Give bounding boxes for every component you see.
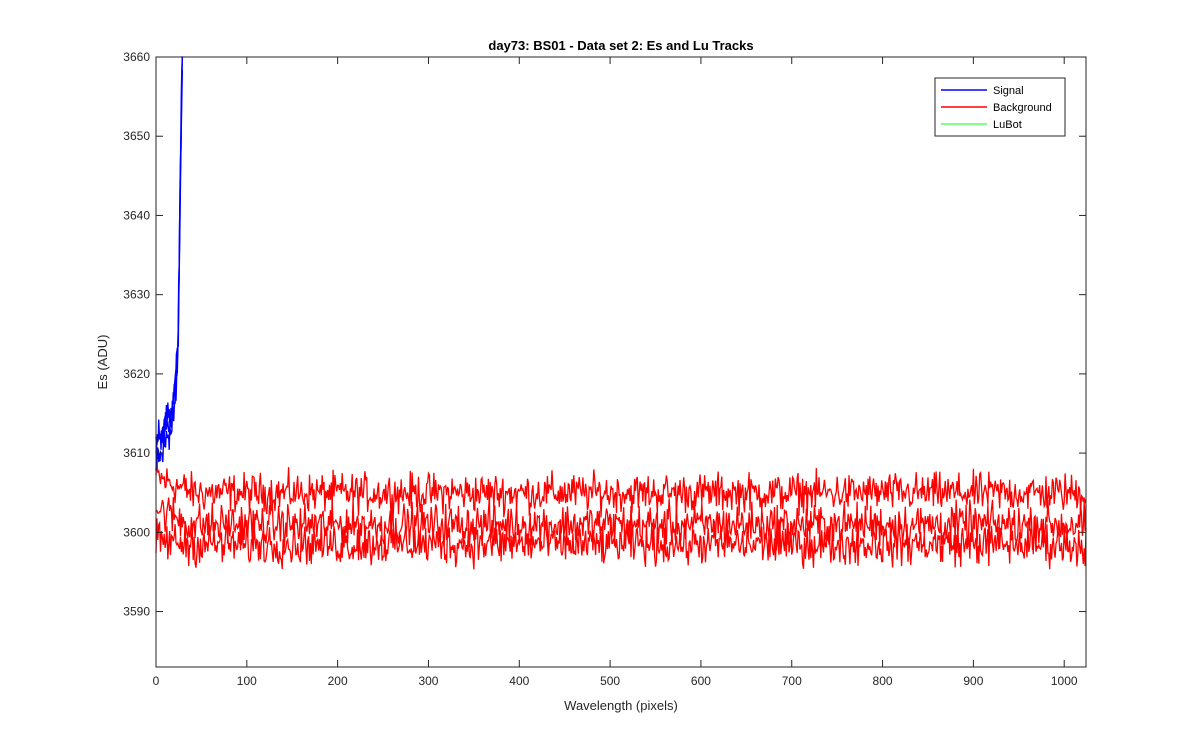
- data-tracks: [155, 56, 1087, 570]
- chart-title: day73: BS01 - Data set 2: Es and Lu Trac…: [488, 38, 753, 53]
- signal-track-3: [155, 56, 183, 449]
- y-tick-label: 3640: [123, 208, 150, 222]
- legend-label-background: Background: [993, 102, 1052, 114]
- axis-ticks: 0 100 200 300 400 500 600 700 800 900 1000 3590 3600…: [123, 50, 1086, 688]
- background-track-2: [155, 497, 1087, 551]
- legend: Signal Background LuBot: [934, 77, 1066, 137]
- y-tick-label: 3650: [123, 129, 150, 143]
- legend-label-lubot: LuBot: [993, 119, 1022, 131]
- y-tick-label: 3620: [123, 367, 150, 381]
- x-tick-label: 0: [153, 674, 160, 688]
- x-tick-label: 1000: [1051, 674, 1078, 688]
- y-axis-label: Es (ADU): [95, 335, 110, 390]
- x-tick-label: 100: [237, 674, 257, 688]
- y-tick-label: 3600: [123, 525, 150, 539]
- y-tick-label: 3610: [123, 446, 150, 460]
- x-tick-label: 400: [509, 674, 529, 688]
- x-tick-label: 500: [600, 674, 620, 688]
- x-axis-label: Wavelength (pixels): [564, 698, 678, 713]
- y-tick-label: 3590: [123, 605, 150, 619]
- y-tick-label: 3660: [123, 50, 150, 64]
- x-tick-label: 300: [418, 674, 438, 688]
- x-tick-label: 200: [328, 674, 348, 688]
- plot-frame: [155, 56, 1087, 668]
- x-tick-label: 600: [691, 674, 711, 688]
- legend-label-signal: Signal: [993, 85, 1024, 97]
- background-track-1: [155, 461, 1087, 520]
- plot-background: [156, 57, 1086, 667]
- y-tick-label: 3630: [123, 288, 150, 302]
- x-tick-label: 800: [873, 674, 893, 688]
- x-tick-label: 900: [963, 674, 983, 688]
- background-track-3: [155, 517, 1087, 570]
- x-tick-label: 700: [782, 674, 802, 688]
